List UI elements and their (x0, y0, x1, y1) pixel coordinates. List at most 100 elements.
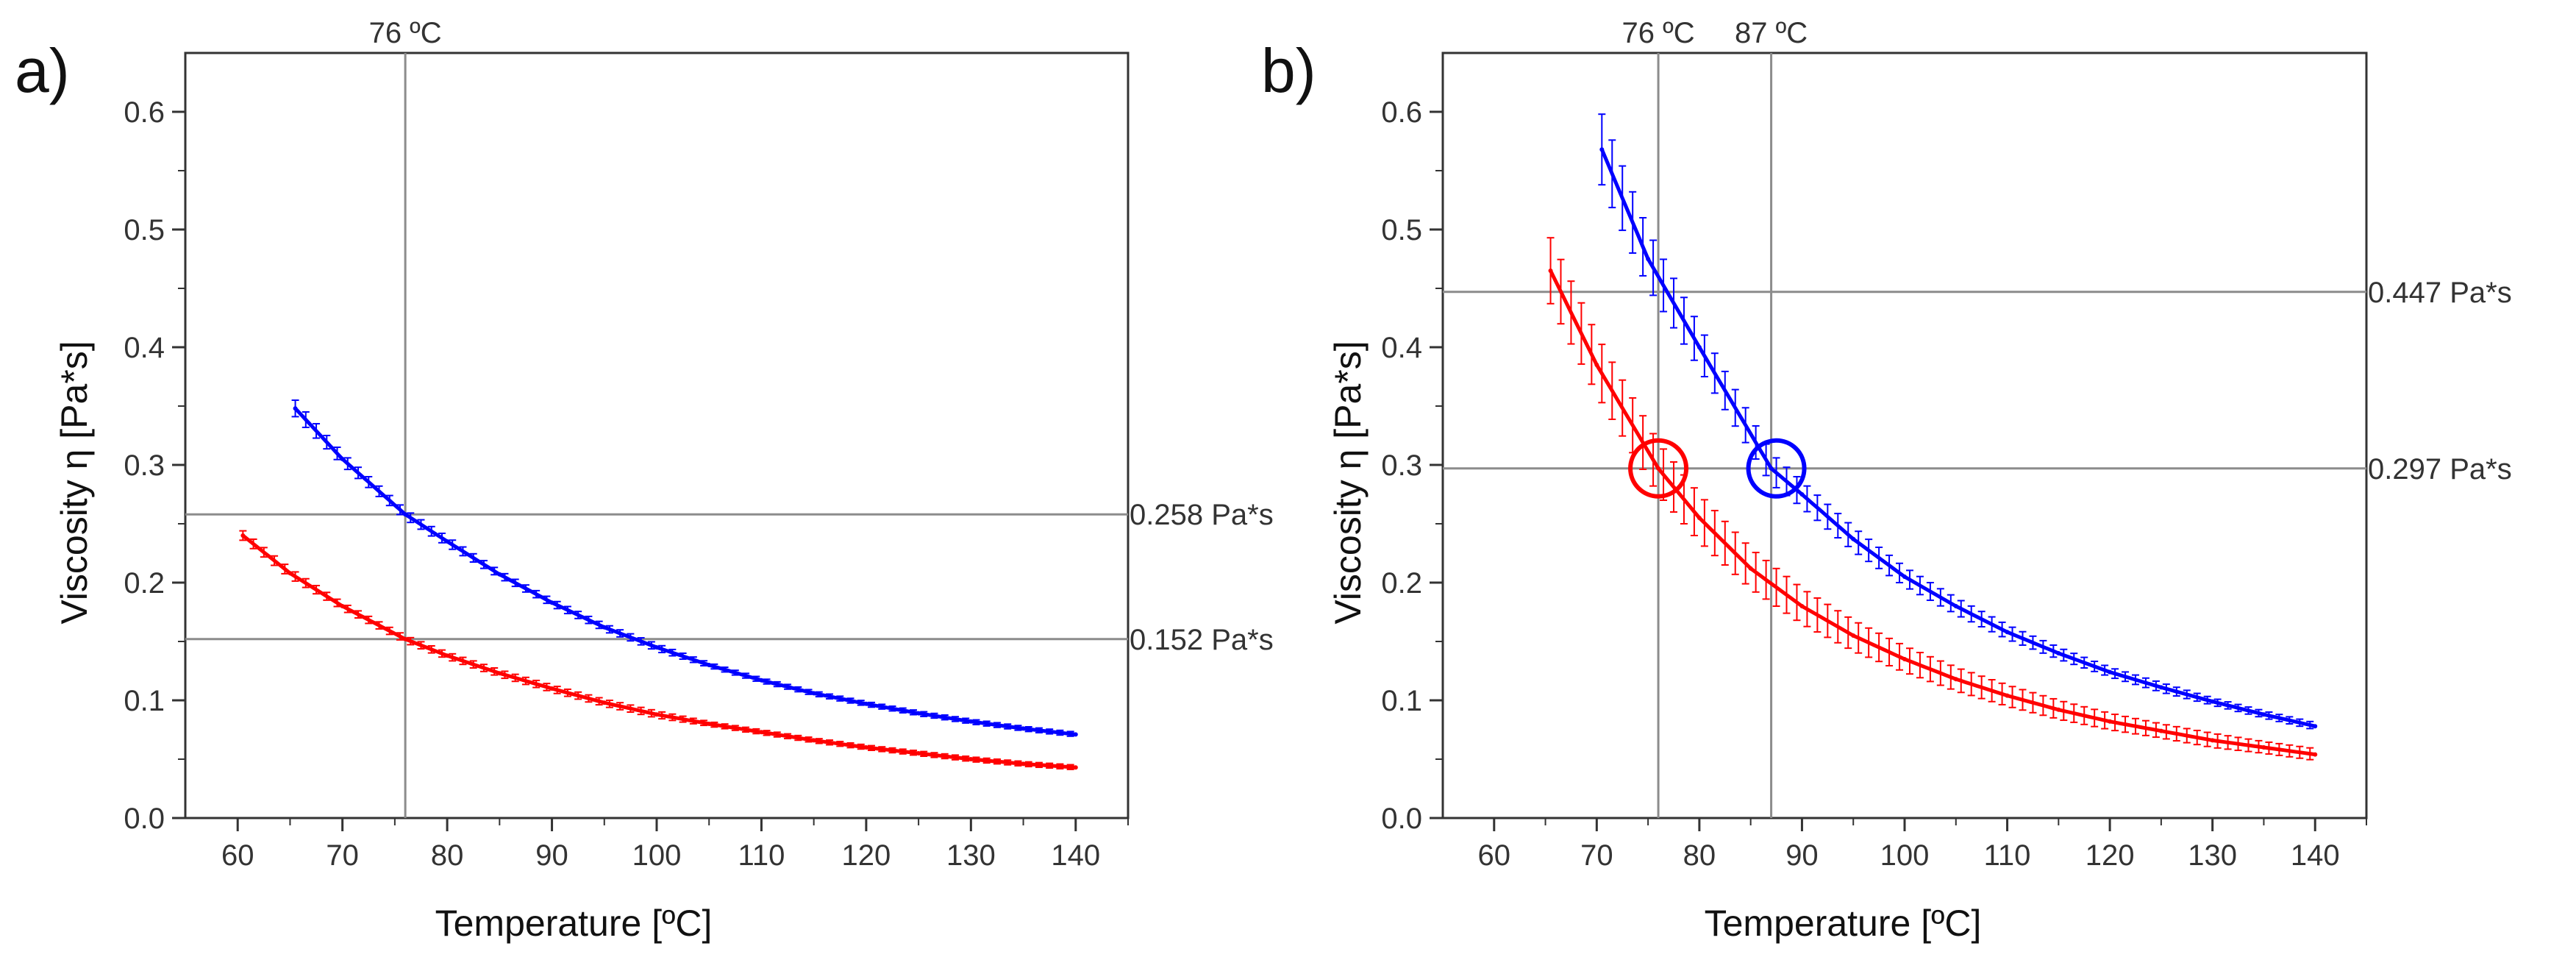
panel-a-y-tick-label: 0.3 (124, 449, 165, 482)
panel-a-red-data-point (916, 751, 921, 755)
panel-b-blue-line (1599, 149, 2316, 728)
panel-b-red-data-point (1548, 269, 1553, 273)
panel-b-x-tick-label: 90 (1785, 839, 1819, 872)
panel-b-blue-data-point (1851, 536, 1856, 541)
panel-a-blue-data-point (654, 645, 659, 650)
panel-a-x-tick-label: 60 (221, 839, 254, 872)
panel-b-ref-hline-label: 0.447 Pa*s (2368, 277, 2512, 309)
panel-a-blue-data-point (403, 512, 408, 517)
panel-a-red-data-point (1021, 761, 1026, 767)
panel-b-red-data-point (1656, 466, 1661, 471)
panel-b-x-tick-label: 80 (1683, 839, 1716, 872)
panel-b-series-red (1546, 237, 2318, 761)
panel-a-blue-data-point (497, 572, 502, 577)
panel-a-y-tick-label: 0.5 (124, 214, 165, 246)
panel-b-letter: b) (1261, 36, 1316, 105)
panel-a-blue-data-point (811, 691, 816, 696)
panel-b-blue-data-point (1769, 466, 1774, 471)
panel-b-red-data-point (2313, 752, 2318, 757)
panel-a-y-tick-label: 0.0 (124, 803, 165, 835)
panel-a-red-data-point (654, 712, 659, 717)
panel-b-ref-vline-label: 76 ºC (1622, 17, 1695, 49)
panel-b-y-tick-label: 0.1 (1381, 685, 1422, 717)
panel-a-blue-data-point (340, 457, 345, 461)
panel-b-blue-data-point (2056, 651, 2061, 655)
panel-b-red-data-point (1696, 516, 1702, 520)
panel-b-x-tick-label: 110 (1984, 839, 2031, 872)
panel-a-x-tick-label: 140 (1051, 839, 1100, 872)
panel-a-red-data-point (1073, 765, 1078, 770)
panel-b-red-data-point (1594, 363, 1599, 367)
panel-b-red-data-point (2056, 707, 2061, 712)
panel-a-x-tick-label: 130 (946, 839, 996, 872)
panel-a-red-data-point (759, 730, 764, 735)
panel-a-letter: a) (15, 36, 70, 105)
panel-a-blue-data-point (602, 625, 607, 630)
panel-a-red-data-point (549, 686, 554, 691)
panel-a-red-data-point (403, 636, 408, 641)
panel-b-red-data-point (2261, 745, 2266, 750)
panel-a-ref-hline-label: 0.258 Pa*s (1130, 499, 1274, 531)
panel-b-red-data-point (1748, 566, 1753, 571)
panel-a-ref-hline-label: 0.152 Pa*s (1130, 624, 1274, 656)
panel-b-blue-data-point (2261, 712, 2266, 717)
panel-a-x-tick-label: 70 (326, 839, 359, 872)
panel-a-x-tick-label: 100 (632, 839, 682, 872)
panel-a-series-red (239, 530, 1078, 770)
panel-a-blue-data-point (968, 719, 974, 724)
panel-a-series-blue (291, 399, 1078, 737)
panel-a-red-data-point (240, 533, 246, 538)
panel-b-red-line (1549, 269, 2316, 757)
panel-b-red-data-point (2158, 728, 2163, 733)
panel-a-y-tick-label: 0.6 (124, 96, 165, 129)
panel-b-red-data-point (2210, 738, 2215, 743)
panel-b-blue-data-point (2158, 685, 2163, 690)
panel-a-y-tick-label: 0.2 (124, 567, 165, 600)
panel-b-x-axis-title: Temperature [ºC] (1705, 903, 1982, 944)
panel-b: b) Temperature [ºC] Viscosity η [Pa*s] 7… (1261, 17, 2512, 944)
panel-b-x-tick-label: 130 (2188, 839, 2237, 872)
panel-a-blue-data-point (1021, 726, 1026, 731)
panel-a-blue-data-point (759, 678, 764, 683)
panel-a: a) Temperature [ºC] Viscosity η [Pa*s] 7… (15, 17, 1274, 944)
panel-b-highlight-circle (1746, 438, 1807, 499)
panel-a-x-tick-label: 90 (535, 839, 568, 872)
panel-a-red-data-point (968, 757, 974, 761)
panel-b-x-tick-label: 100 (1880, 839, 1930, 872)
panel-b-series-blue (1598, 113, 2318, 730)
panel-a-x-axis-title: Temperature [ºC] (435, 903, 713, 944)
panel-a-x-tick-label: 110 (738, 839, 785, 872)
panel-a-red-data-point (340, 604, 345, 608)
panel-b-y-tick-label: 0.2 (1381, 567, 1422, 600)
panel-b-ref-vline-label: 87 ºC (1735, 17, 1808, 49)
panel-b-red-data-point (1851, 633, 1856, 638)
panel-b-y-tick-label: 0.5 (1381, 214, 1422, 246)
panel-b-blue-data-point (1953, 604, 1958, 608)
panel-b-x-tick-label: 70 (1580, 839, 1613, 872)
panel-b-blue-data-point (1902, 575, 1907, 579)
panel-b-red-data-point (1902, 657, 1907, 661)
panel-b-y-tick-label: 0.6 (1381, 96, 1422, 129)
panel-b-y-axis-title: Viscosity η [Pa*s] (1327, 341, 1369, 624)
panel-b-highlight-circle (1628, 438, 1689, 499)
panel-a-red-data-point (602, 700, 607, 705)
panel-b-blue-data-point (2005, 630, 2010, 635)
panel-a-red-data-point (445, 653, 450, 658)
panel-b-blue-data-point (1646, 257, 1651, 261)
panel-a-ref-vline-label: 76 ºC (369, 17, 442, 49)
panel-a-blue-line (293, 407, 1077, 736)
panel-b-blue-data-point (2108, 669, 2113, 675)
panel-b-blue-data-point (1799, 492, 1805, 497)
panel-b-y-tick-label: 0.3 (1381, 449, 1422, 482)
panel-b-y-tick-label: 0.0 (1381, 803, 1422, 835)
panel-a-y-tick-label: 0.4 (124, 332, 165, 364)
panel-a-red-data-point (497, 671, 502, 676)
panel-a-x-tick-label: 120 (842, 839, 891, 872)
panel-b-blue-data-point (2210, 699, 2215, 704)
panel-a-blue-data-point (707, 663, 712, 667)
panel-b-blue-data-point (1599, 147, 1605, 152)
panel-b-blue-data-point (2313, 724, 2318, 729)
panel-b-red-data-point (1799, 604, 1805, 608)
panel-b-red-data-point (1953, 677, 1958, 682)
